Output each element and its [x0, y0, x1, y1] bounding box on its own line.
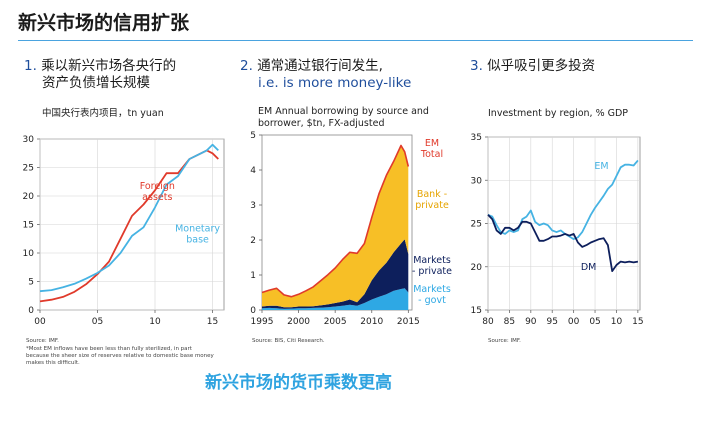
panel3-subtitle: Investment by region, % GDP — [488, 108, 629, 119]
panel2-subtitle-line2: borrower, $tn, FX-adjusted — [258, 118, 385, 129]
chart2-xtick-label: 2000 — [287, 317, 310, 327]
chart1-ytick-label: 20 — [23, 192, 35, 202]
chart2-total-line — [261, 144, 410, 298]
chart2-area-markets-private — [262, 239, 409, 309]
chart2-ytick-label: 4 — [250, 166, 256, 176]
panel1-number: 1. — [24, 58, 37, 74]
chart3-ytick-label: 30 — [471, 176, 483, 186]
chart3-label-em-line1: EM — [594, 161, 608, 172]
chart1-xtick-label: 15 — [207, 317, 218, 327]
chart1-xtick-label: 05 — [92, 317, 103, 327]
chart3-xtick-label: 95 — [546, 317, 557, 327]
chart2-ytick-label: 2 — [250, 236, 256, 246]
panel1-note-line2: because the sheer size of reserves relat… — [26, 353, 214, 359]
title-rule — [18, 40, 693, 41]
chart2-ytick-label: 5 — [250, 131, 256, 141]
panel2-heading: 2. 通常通过银行间发生, i.e. is more money-like — [240, 58, 411, 92]
panel3-source: Source: IMF. — [488, 338, 521, 344]
chart2-xtick-label: 1995 — [251, 317, 274, 327]
chart3-ytick-label: 35 — [471, 133, 482, 143]
panel1-note-line1: *Most EM inflows have been less than ful… — [26, 346, 192, 352]
chart3-xtick-label: 00 — [568, 317, 580, 327]
panel1-note: *Most EM inflows have been less than ful… — [26, 346, 226, 367]
chart2-area-bank-private — [262, 145, 409, 308]
chart1-ytick-label: 10 — [23, 249, 35, 259]
chart1-ytick-label: 15 — [23, 221, 34, 231]
chart2-xtick-label: 2010 — [360, 317, 383, 327]
panel2-subtitle: EM Annual borrowing by source and borrow… — [258, 106, 429, 130]
chart3-ytick-label: 15 — [471, 306, 482, 316]
panel3-number: 3. — [470, 58, 483, 74]
chart2-label-markets-private-line2: - private — [412, 266, 452, 277]
chart3-label-dm-line1: DM — [581, 262, 597, 273]
chart1-label-foreign-assets-line1: Foreign — [140, 181, 175, 192]
chart1-series-line-monetary-base — [39, 143, 219, 293]
chart1-label-monetary-base-line1: Monetary — [175, 223, 220, 234]
chart1-ytick-label: 0 — [28, 306, 34, 316]
panel1-heading-line2: 资产负债增长规模 — [42, 75, 150, 91]
chart2-label-bank-private-line1: Bank - — [417, 189, 447, 200]
panel1-subtitle: 中国央行表内项目，tn yuan — [42, 108, 164, 119]
slide-title: 新兴市场的信用扩张 — [18, 12, 190, 34]
chart1-label-monetary-base-line2: base — [186, 234, 209, 245]
chart3-xtick-label: 15 — [632, 317, 643, 327]
chart3-series-line-dm — [487, 214, 639, 273]
panel1-heading-line1: 乘以新兴市场各央行的 — [41, 58, 177, 74]
chart1-ytick-label: 30 — [23, 135, 35, 145]
chart2-label-markets-private-line1: Markets — [413, 255, 451, 266]
chart1-label-foreign-assets-line2: assets — [142, 192, 172, 203]
chart2-ytick-label: 1 — [250, 271, 256, 281]
chart1-ytick-label: 25 — [23, 164, 34, 174]
chart2-area-markets-govt — [262, 288, 409, 310]
panel2-subtitle-line1: EM Annual borrowing by source and — [258, 106, 429, 117]
chart3-xtick-label: 10 — [611, 317, 623, 327]
chart2-xtick-label: 2015 — [397, 317, 420, 327]
chart3-ytick-label: 25 — [471, 220, 482, 230]
panel2-heading-line2: i.e. is more money-like — [258, 75, 412, 91]
chart2-label-markets-govt-line1: Markets — [413, 284, 451, 295]
panel3-heading: 3. 似乎吸引更多投资 — [470, 58, 595, 75]
chart3-series-line-em — [487, 159, 639, 240]
chart3-xtick-label: 90 — [525, 317, 537, 327]
chart1-xtick-label: 10 — [149, 317, 161, 327]
panel2-heading-line1: 通常通过银行间发生, — [257, 58, 383, 74]
chart3-ytick-label: 20 — [471, 263, 483, 273]
panel2-number: 2. — [240, 58, 253, 74]
chart3-xtick-label: 05 — [589, 317, 600, 327]
chart1-xtick-label: 00 — [34, 317, 46, 327]
chart-3: 15 20 25 30 35 80 85 90 95 00 05 10 15 EM DM — [471, 133, 644, 327]
chart2-label-bank-private-line2: private — [415, 200, 449, 211]
chart2-label-markets-govt-line2: - govt — [418, 295, 446, 306]
footer-caption: 新兴市场的货币乘数更高 — [205, 373, 392, 393]
panel2-source: Source: BIS, Citi Research. — [252, 338, 325, 344]
panel3-heading-line1: 似乎吸引更多投资 — [487, 58, 596, 74]
chart2-ytick-label: 0 — [250, 306, 256, 316]
chart1-ytick-label: 5 — [28, 278, 34, 288]
chart2-label-em-total-line2: Total — [420, 149, 443, 160]
chart3-xtick-label: 85 — [504, 317, 515, 327]
chart3-xtick-label: 80 — [482, 317, 494, 327]
chart2-xtick-label: 2005 — [324, 317, 347, 327]
panel1-source: Source: IMF. — [26, 338, 59, 344]
panel1-heading: 1. 乘以新兴市场各央行的 资产负债增长规模 — [24, 58, 176, 92]
panel1-note-line3: makes this difficult. — [26, 360, 80, 366]
chart2-ytick-label: 3 — [250, 201, 256, 211]
chart2-label-em-total-line1: EM — [425, 138, 439, 149]
